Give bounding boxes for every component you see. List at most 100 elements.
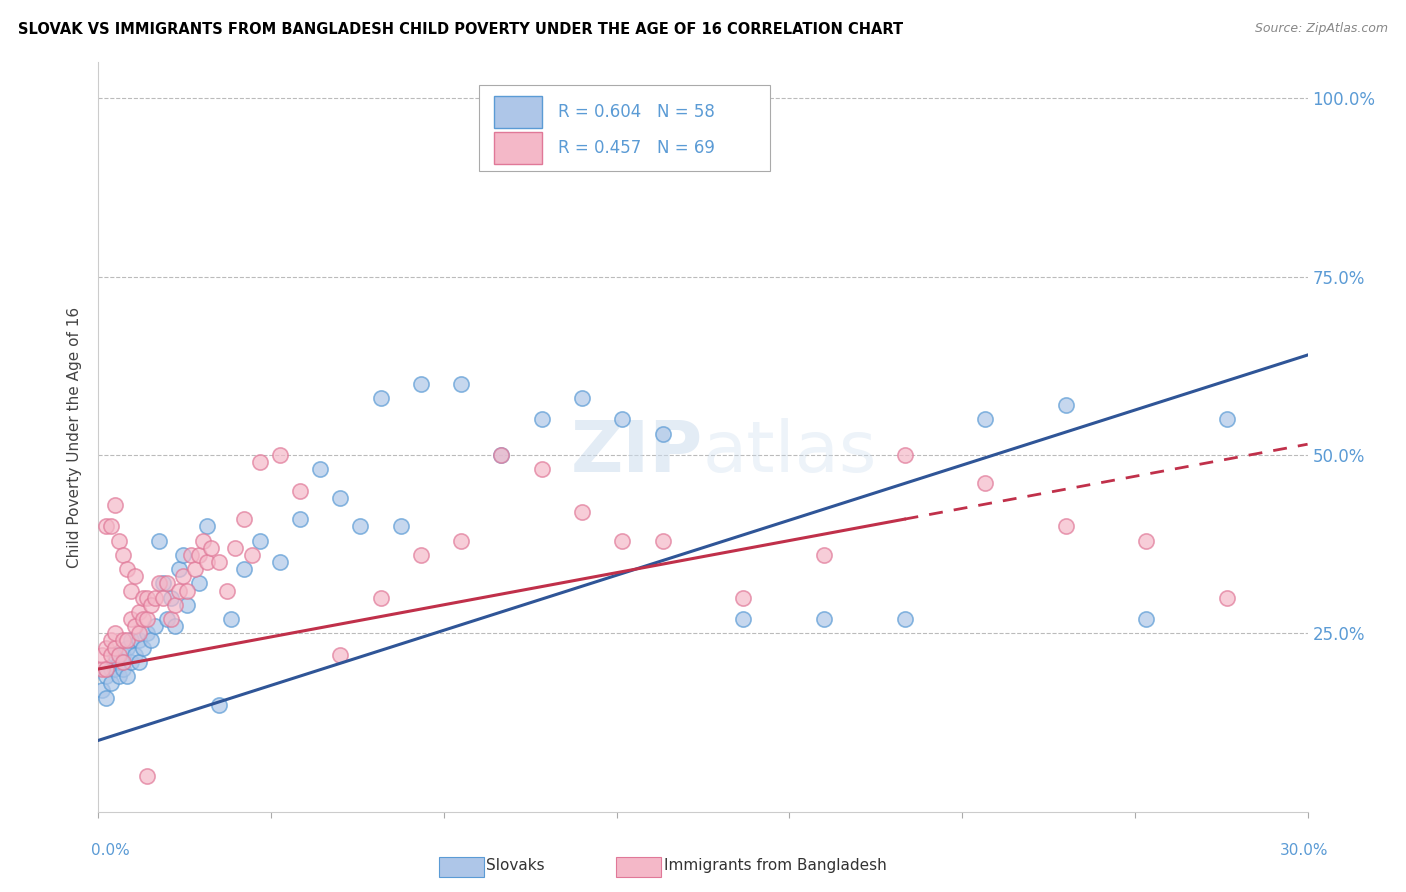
Text: Slovaks: Slovaks bbox=[486, 858, 546, 872]
Point bbox=[107, 655, 129, 669]
Point bbox=[148, 576, 170, 591]
FancyBboxPatch shape bbox=[494, 96, 543, 128]
Point bbox=[120, 583, 142, 598]
Point bbox=[111, 648, 134, 662]
Point bbox=[232, 512, 254, 526]
Point bbox=[135, 591, 157, 605]
Point bbox=[329, 491, 352, 505]
Point bbox=[450, 533, 472, 548]
Text: 0.0%: 0.0% bbox=[91, 843, 131, 858]
Point bbox=[120, 612, 142, 626]
Point bbox=[195, 555, 218, 569]
Point bbox=[156, 612, 179, 626]
Point bbox=[167, 562, 190, 576]
Point bbox=[409, 376, 432, 391]
Text: 30.0%: 30.0% bbox=[1281, 843, 1329, 858]
Point bbox=[491, 448, 513, 462]
Point bbox=[184, 562, 207, 576]
Text: R = 0.457   N = 69: R = 0.457 N = 69 bbox=[558, 139, 714, 157]
Point bbox=[135, 626, 157, 640]
Point bbox=[128, 633, 150, 648]
Point bbox=[152, 591, 174, 605]
Point bbox=[309, 462, 332, 476]
Point bbox=[100, 633, 122, 648]
Point bbox=[733, 591, 755, 605]
Point bbox=[120, 633, 142, 648]
Point bbox=[200, 541, 222, 555]
Point bbox=[232, 562, 254, 576]
Point bbox=[100, 648, 122, 662]
Point bbox=[288, 512, 311, 526]
FancyBboxPatch shape bbox=[479, 85, 769, 171]
Point bbox=[96, 640, 118, 655]
Point bbox=[148, 533, 170, 548]
Point bbox=[120, 655, 142, 669]
Point bbox=[176, 598, 198, 612]
Point bbox=[107, 669, 129, 683]
Point bbox=[160, 591, 183, 605]
Point bbox=[612, 533, 634, 548]
FancyBboxPatch shape bbox=[494, 132, 543, 163]
Point bbox=[612, 412, 634, 426]
Point bbox=[195, 519, 218, 533]
Point bbox=[893, 612, 915, 626]
Text: ZIP: ZIP bbox=[571, 417, 703, 486]
Point bbox=[217, 583, 239, 598]
Point bbox=[450, 376, 472, 391]
Point bbox=[370, 591, 392, 605]
Point bbox=[188, 576, 211, 591]
Point bbox=[349, 519, 371, 533]
Point bbox=[107, 648, 129, 662]
Point bbox=[128, 605, 150, 619]
Point bbox=[176, 583, 198, 598]
Point bbox=[124, 619, 146, 633]
Point bbox=[100, 676, 122, 690]
Point bbox=[530, 462, 553, 476]
Point bbox=[240, 548, 263, 562]
Point bbox=[221, 612, 243, 626]
Point bbox=[100, 519, 122, 533]
Point bbox=[974, 476, 997, 491]
Point bbox=[269, 555, 291, 569]
Point bbox=[651, 426, 673, 441]
Point bbox=[128, 626, 150, 640]
Point bbox=[156, 576, 179, 591]
Point bbox=[813, 612, 835, 626]
Point bbox=[249, 455, 271, 469]
Point bbox=[160, 612, 183, 626]
Point bbox=[269, 448, 291, 462]
Point bbox=[208, 698, 231, 712]
Point bbox=[893, 448, 915, 462]
Point bbox=[91, 648, 114, 662]
Point bbox=[180, 548, 202, 562]
Point bbox=[1135, 612, 1157, 626]
Point bbox=[491, 448, 513, 462]
Point bbox=[91, 683, 114, 698]
Y-axis label: Child Poverty Under the Age of 16: Child Poverty Under the Age of 16 bbox=[67, 307, 83, 567]
Point bbox=[111, 655, 134, 669]
Point bbox=[409, 548, 432, 562]
Point bbox=[163, 619, 186, 633]
Point bbox=[100, 662, 122, 676]
Point bbox=[132, 612, 155, 626]
Point bbox=[91, 662, 114, 676]
Point bbox=[132, 640, 155, 655]
Point bbox=[1216, 591, 1239, 605]
Point bbox=[651, 533, 673, 548]
Point bbox=[103, 648, 125, 662]
Point bbox=[733, 612, 755, 626]
Point bbox=[163, 598, 186, 612]
Text: SLOVAK VS IMMIGRANTS FROM BANGLADESH CHILD POVERTY UNDER THE AGE OF 16 CORRELATI: SLOVAK VS IMMIGRANTS FROM BANGLADESH CHI… bbox=[18, 22, 904, 37]
Point bbox=[132, 591, 155, 605]
Point bbox=[188, 548, 211, 562]
Point bbox=[571, 391, 593, 405]
Point bbox=[96, 519, 118, 533]
Text: R = 0.604   N = 58: R = 0.604 N = 58 bbox=[558, 103, 714, 121]
Point bbox=[530, 412, 553, 426]
Point bbox=[103, 640, 125, 655]
Point bbox=[139, 598, 162, 612]
Point bbox=[103, 498, 125, 512]
Point bbox=[143, 619, 166, 633]
Point bbox=[96, 662, 118, 676]
Point bbox=[96, 669, 118, 683]
